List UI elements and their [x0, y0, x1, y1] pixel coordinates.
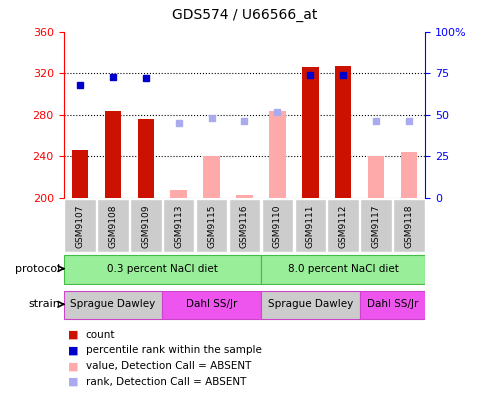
Text: 8.0 percent NaCl diet: 8.0 percent NaCl diet [287, 264, 398, 274]
Text: ■: ■ [68, 345, 79, 356]
Text: percentile rank within the sample: percentile rank within the sample [85, 345, 261, 356]
Text: GSM9116: GSM9116 [240, 205, 248, 248]
Bar [400, 152, 416, 198]
Text: GSM9112: GSM9112 [338, 205, 347, 248]
Text: Sprague Dawley: Sprague Dawley [70, 299, 155, 309]
FancyBboxPatch shape [294, 199, 325, 252]
Text: GSM9118: GSM9118 [404, 205, 413, 248]
Bar [203, 156, 220, 198]
Text: Dahl SS/Jr: Dahl SS/Jr [366, 299, 417, 309]
Text: Dahl SS/Jr: Dahl SS/Jr [185, 299, 237, 309]
Bar [268, 110, 285, 198]
FancyBboxPatch shape [162, 291, 261, 319]
Text: 0.3 percent NaCl diet: 0.3 percent NaCl diet [106, 264, 217, 274]
Text: strain: strain [28, 299, 60, 309]
Bar [104, 110, 121, 198]
Text: GSM9111: GSM9111 [305, 205, 314, 248]
Text: ■: ■ [68, 361, 79, 371]
Text: GSM9117: GSM9117 [371, 205, 380, 248]
Bar [367, 156, 384, 198]
Text: GSM9109: GSM9109 [141, 205, 150, 248]
Bar [334, 66, 351, 198]
FancyBboxPatch shape [64, 199, 96, 252]
Bar [170, 190, 186, 198]
FancyBboxPatch shape [63, 291, 162, 319]
Text: value, Detection Call = ABSENT: value, Detection Call = ABSENT [85, 361, 250, 371]
Bar [137, 119, 154, 198]
FancyBboxPatch shape [359, 291, 425, 319]
Text: GDS574 / U66566_at: GDS574 / U66566_at [171, 8, 317, 22]
FancyBboxPatch shape [130, 199, 161, 252]
FancyBboxPatch shape [195, 199, 227, 252]
Bar [72, 150, 88, 198]
FancyBboxPatch shape [360, 199, 391, 252]
FancyBboxPatch shape [261, 255, 425, 284]
FancyBboxPatch shape [261, 199, 293, 252]
Text: count: count [85, 329, 115, 340]
Bar [236, 195, 252, 198]
Text: protocol: protocol [15, 264, 60, 274]
FancyBboxPatch shape [97, 199, 128, 252]
FancyBboxPatch shape [327, 199, 358, 252]
Text: GSM9115: GSM9115 [207, 205, 216, 248]
Text: ■: ■ [68, 377, 79, 387]
Text: GSM9113: GSM9113 [174, 205, 183, 248]
FancyBboxPatch shape [163, 199, 194, 252]
Text: ■: ■ [68, 329, 79, 340]
FancyBboxPatch shape [228, 199, 260, 252]
Text: GSM9110: GSM9110 [272, 205, 281, 248]
FancyBboxPatch shape [261, 291, 359, 319]
Text: rank, Detection Call = ABSENT: rank, Detection Call = ABSENT [85, 377, 245, 387]
Text: Sprague Dawley: Sprague Dawley [267, 299, 352, 309]
FancyBboxPatch shape [63, 255, 261, 284]
Text: GSM9108: GSM9108 [108, 205, 117, 248]
Text: GSM9107: GSM9107 [75, 205, 84, 248]
Bar [302, 67, 318, 198]
FancyBboxPatch shape [392, 199, 424, 252]
